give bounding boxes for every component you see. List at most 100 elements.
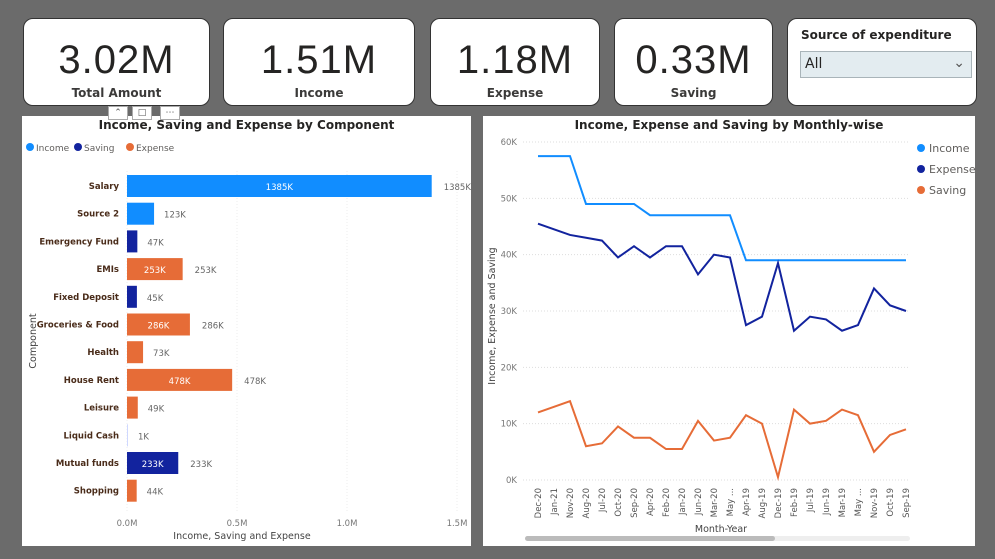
kpi-saving: 0.33M Saving <box>614 18 773 106</box>
source-dropdown[interactable]: All ⌄ <box>800 51 972 78</box>
category-label: Source 2 <box>77 210 119 220</box>
x-tick-label: Aug-19 <box>758 488 768 518</box>
bar-emis <box>127 258 183 281</box>
kpi-value: 3.02M <box>58 38 175 82</box>
kpi-expense: 1.18M Expense <box>430 18 600 106</box>
line-chart-panel: Income, Expense and Saving by Monthly-wi… <box>483 116 976 546</box>
line-expense <box>537 222 907 333</box>
category-label: Fixed Deposit <box>53 293 119 303</box>
x-axis-title: Month-Year <box>695 524 747 535</box>
x-tick-label: 1.5M <box>447 519 468 529</box>
y-tick-label: 50K <box>501 194 518 204</box>
x-tick-label: Nov-19 <box>870 488 880 518</box>
bar-inner-label: 253K <box>144 266 166 276</box>
kpi-value: 1.51M <box>260 38 378 82</box>
y-tick-label: 0K <box>506 476 517 486</box>
scrollbar-thumb[interactable] <box>525 536 775 541</box>
source-slicer: Source of expenditure All ⌄ <box>787 18 977 106</box>
bar-value-label: 123K <box>164 211 186 221</box>
category-label: Liquid Cash <box>63 431 119 441</box>
kpi-label: Saving <box>670 86 717 100</box>
x-tick-label: Oct-19 <box>886 488 896 517</box>
x-tick-label: Apr-20 <box>646 488 656 516</box>
legend-expense-marker <box>917 165 925 173</box>
bar-inner-label: 286K <box>148 322 170 332</box>
category-label: Salary <box>89 182 120 192</box>
bar-value-label: 45K <box>147 294 164 304</box>
bar-source-2 <box>127 202 155 225</box>
focus-mode-icon[interactable]: □ <box>132 106 152 120</box>
bar-chart: Income Saving Expense 0.0M 0.5M 1.0M 1.5M Incom… <box>26 143 471 542</box>
x-tick-label: 0.0M <box>117 519 138 529</box>
bar-liquid-cash <box>127 424 128 447</box>
x-tick-label: 0.5M <box>227 519 248 529</box>
legend-saving-marker <box>917 186 925 194</box>
bar-value-label: 478K <box>244 377 266 387</box>
x-tick-label: 1.0M <box>337 519 358 529</box>
line-chart: 0K 10K 20K 30K 40K 50K 60K Income, Expense and … <box>487 138 976 541</box>
bar-inner-label: 478K <box>169 377 191 387</box>
y-tick-label: 10K <box>501 420 518 430</box>
line-income <box>538 155 906 262</box>
line-chart-title: Income, Expense and Saving by Monthly-wi… <box>574 118 884 132</box>
kpi-label: Total Amount <box>71 86 162 100</box>
category-label: Mutual funds <box>56 459 119 469</box>
kpi-income: 1.51M Income <box>223 18 415 106</box>
bar-value-label: 73K <box>153 349 170 359</box>
category-label: Health <box>87 348 119 358</box>
category-label: House Rent <box>64 376 119 386</box>
bar-inner-label: 1385K <box>266 183 294 193</box>
bar-value-label: 1K <box>138 432 149 442</box>
category-label: Leisure <box>84 404 119 414</box>
x-tick-label: Dec-20 <box>534 488 544 518</box>
legend-saving-label: Saving <box>84 144 114 154</box>
bar-value-label: 286K <box>202 322 224 332</box>
x-tick-label: Jul-19 <box>806 488 816 513</box>
bar-chart-title: Income, Saving and Expense by Component <box>98 118 395 132</box>
bar-chart-panel: Income, Saving and Expense by Component … <box>22 116 471 546</box>
drill-up-icon[interactable]: ⌃ <box>108 106 128 120</box>
x-tick-label: Sep-19 <box>902 488 912 518</box>
x-tick-label: Dec-19 <box>774 488 784 518</box>
kpi-value: 1.18M <box>456 38 574 82</box>
x-tick-label: Jan-21 <box>550 488 560 516</box>
kpi-label: Income <box>294 86 344 100</box>
bar-health <box>127 341 144 364</box>
y-tick-label: 40K <box>501 251 518 261</box>
dropdown-value: All <box>805 56 823 72</box>
legend-expense-marker <box>126 143 134 151</box>
x-tick-label: Jul-20 <box>598 488 608 513</box>
bar-inner-label: 233K <box>142 460 164 470</box>
legend-expense-label: Expense <box>136 144 175 154</box>
slicer-title: Source of expenditure <box>801 28 952 42</box>
legend-income-marker <box>26 143 34 151</box>
chevron-down-icon: ⌄ <box>953 55 965 71</box>
x-tick-label: Jan-20 <box>678 488 688 516</box>
legend-saving-label: Saving <box>929 184 966 197</box>
x-tick-label: Jun-19 <box>822 488 832 516</box>
bar-value-label: 233K <box>190 460 212 470</box>
more-options-icon[interactable]: ⋯ <box>160 106 180 120</box>
legend-income-label: Income <box>36 144 70 154</box>
bar-value-label: 47K <box>147 238 164 248</box>
x-tick-label: Sep-20 <box>630 488 640 518</box>
bar-value-label: 1385K <box>444 183 471 193</box>
x-axis-title: Income, Saving and Expense <box>173 531 311 542</box>
bar-house-rent <box>127 368 233 391</box>
bar-value-label: 253K <box>195 266 217 276</box>
x-tick-label: May ... <box>726 488 736 516</box>
legend-income-marker <box>917 144 925 152</box>
bar-salary <box>127 175 432 197</box>
x-tick-label: Oct-20 <box>614 488 624 517</box>
legend-saving-marker <box>74 143 82 151</box>
kpi-label: Expense <box>486 86 544 100</box>
x-tick-label: Mar-20 <box>710 488 720 517</box>
x-tick-label: Feb-19 <box>790 488 800 517</box>
y-tick-label: 30K <box>501 307 518 317</box>
bar-value-label: 49K <box>148 405 165 415</box>
bar-emergency-fund <box>127 230 138 253</box>
bar-groceries-food <box>127 313 190 336</box>
bar-shopping <box>127 479 137 502</box>
kpi-total-amount: 3.02M Total Amount <box>23 18 210 106</box>
y-axis-title: Component <box>28 313 39 368</box>
